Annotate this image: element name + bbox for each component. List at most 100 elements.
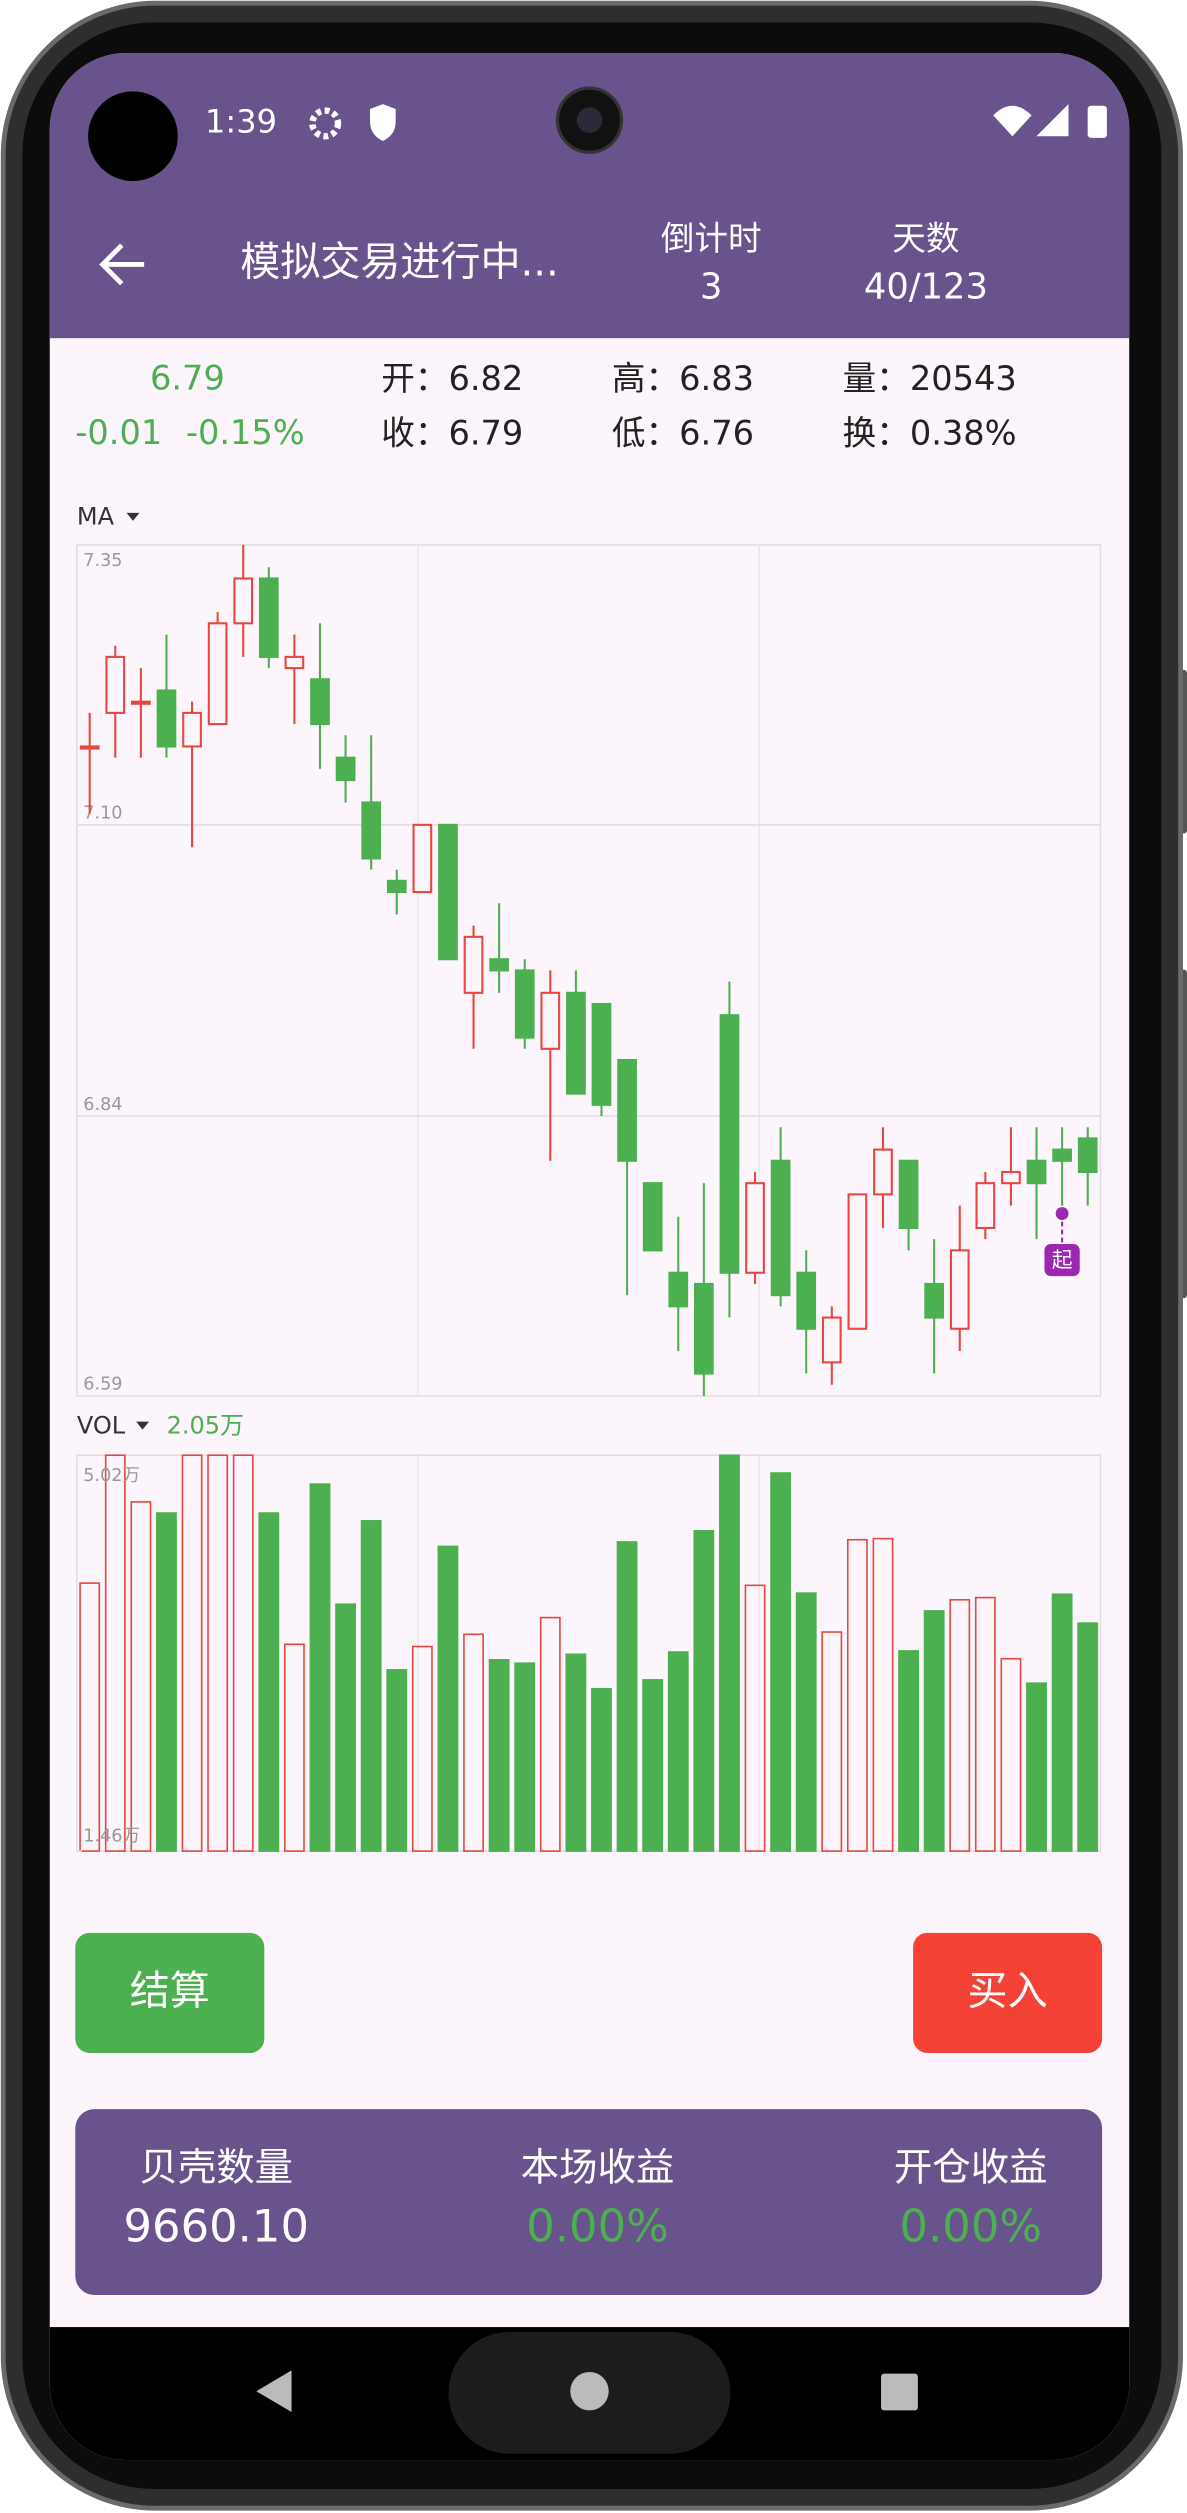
front-camera-lens: [576, 107, 603, 134]
y-tick-label: 7.35: [83, 551, 122, 571]
charts: 6.59 6.84 7.10 7.35 起 1.46万 5.02万: [76, 544, 1102, 1852]
quote-value: 20543: [910, 358, 1017, 397]
dropdown-arrow: [126, 512, 140, 521]
plot-border: [76, 1454, 1102, 1852]
stat-value: 0.00%: [526, 2199, 668, 2252]
quote-value: 6.76: [679, 413, 754, 452]
y-tick-label: 7.10: [83, 804, 122, 824]
quote-value: 6.83: [679, 358, 754, 397]
volume-bar: [207, 1454, 229, 1852]
candle-body: [131, 700, 151, 705]
volume-bar: [565, 1653, 587, 1852]
nav-recents[interactable]: [881, 2373, 918, 2411]
candle-body: [258, 577, 279, 658]
candle-body: [745, 1182, 765, 1274]
candle-body: [796, 1271, 817, 1330]
volume-bar: [744, 1584, 766, 1852]
candle-body: [489, 958, 509, 972]
stat-label: 开仓收益: [894, 2146, 1048, 2191]
change-pct: -0.15%: [186, 413, 305, 452]
volume-bar: [667, 1651, 689, 1852]
candle-body: [975, 1182, 996, 1230]
volume-bar: [923, 1610, 945, 1852]
candle-body: [105, 655, 126, 714]
candle-body: [386, 879, 407, 894]
y-tick-label: 6.59: [83, 1375, 122, 1395]
volume-bar: [693, 1530, 715, 1852]
volume-bar: [795, 1592, 817, 1852]
volume-bar: [488, 1659, 510, 1852]
candle-body: [361, 801, 382, 860]
volume-bar: [283, 1643, 305, 1852]
plot-border: [76, 544, 1102, 1397]
battery-icon: [1087, 105, 1107, 138]
quote-label: 收：: [381, 413, 448, 452]
candle-body: [463, 935, 484, 994]
nav-back[interactable]: [256, 2370, 292, 2413]
candle-body: [719, 1014, 740, 1274]
volume-bar: [1051, 1593, 1073, 1852]
candle-body: [591, 1002, 612, 1106]
volume-bar: [258, 1512, 280, 1852]
candle-body: [540, 991, 561, 1050]
y-tick-label: 6.84: [83, 1095, 122, 1115]
volume-bar: [360, 1520, 382, 1852]
volume-bar: [949, 1598, 971, 1852]
volume-bar: [386, 1669, 408, 1852]
buy-button[interactable]: [913, 1932, 1103, 2054]
days-label: 天数: [892, 219, 959, 258]
volume-bar: [1026, 1682, 1047, 1852]
vol-selector[interactable]: VOL: [77, 1411, 126, 1439]
candle-body: [514, 969, 535, 1039]
ma-selector[interactable]: MA: [77, 503, 115, 531]
candle-body: [617, 1058, 637, 1162]
settle-label: 结算: [130, 1969, 210, 2015]
candle-body: [847, 1193, 868, 1330]
volume-bar: [79, 1582, 101, 1852]
quote-field: 换：0.38%: [843, 413, 1017, 452]
volume-bar: [719, 1454, 740, 1852]
candle-body: [924, 1282, 945, 1319]
candle-body: [1001, 1170, 1021, 1185]
candle-body: [566, 991, 586, 1095]
volume-bar: [616, 1541, 638, 1852]
candle-body: [412, 823, 433, 894]
shield-icon: [370, 104, 396, 142]
candle-body: [1052, 1148, 1072, 1162]
candle-body: [182, 711, 202, 748]
candle-body: [156, 689, 177, 748]
candle-body: [949, 1249, 970, 1330]
volume-bar: [156, 1512, 177, 1852]
nav-home[interactable]: [570, 2371, 609, 2411]
candle-body: [770, 1159, 791, 1297]
candle-body: [668, 1271, 689, 1308]
volume-bar: [642, 1679, 664, 1852]
volume-bar: [1000, 1657, 1022, 1852]
days-value: 40/123: [864, 266, 988, 307]
quote-value: 0.38%: [910, 413, 1017, 452]
stat-label: 贝壳数量: [139, 2146, 293, 2191]
volume-bar: [1077, 1622, 1099, 1852]
annotation-label: 起: [1052, 1248, 1073, 1272]
volume-bar: [104, 1454, 126, 1852]
quote-field: 量：20543: [843, 358, 1017, 397]
volume-bar: [309, 1483, 331, 1852]
quote-field: 高：6.83: [612, 358, 754, 397]
stats-card: [75, 2109, 1103, 2296]
status-time: 1:39: [205, 102, 277, 140]
content-bg: [49, 52, 1130, 2461]
annotation-badge: [1044, 1244, 1080, 1277]
y-tick-label: 1.46万: [83, 1827, 140, 1847]
quote-field: 收：6.79: [381, 413, 523, 452]
volume-bar: [232, 1454, 254, 1852]
settle-button[interactable]: [75, 1932, 265, 2054]
candle-body: [438, 823, 458, 961]
candle-body: [335, 756, 356, 782]
candle-body: [642, 1182, 663, 1252]
back-button[interactable]: [99, 243, 145, 286]
candle-body: [693, 1282, 714, 1375]
volume-bar: [821, 1631, 843, 1852]
buy-label: 买入: [968, 1969, 1048, 2015]
